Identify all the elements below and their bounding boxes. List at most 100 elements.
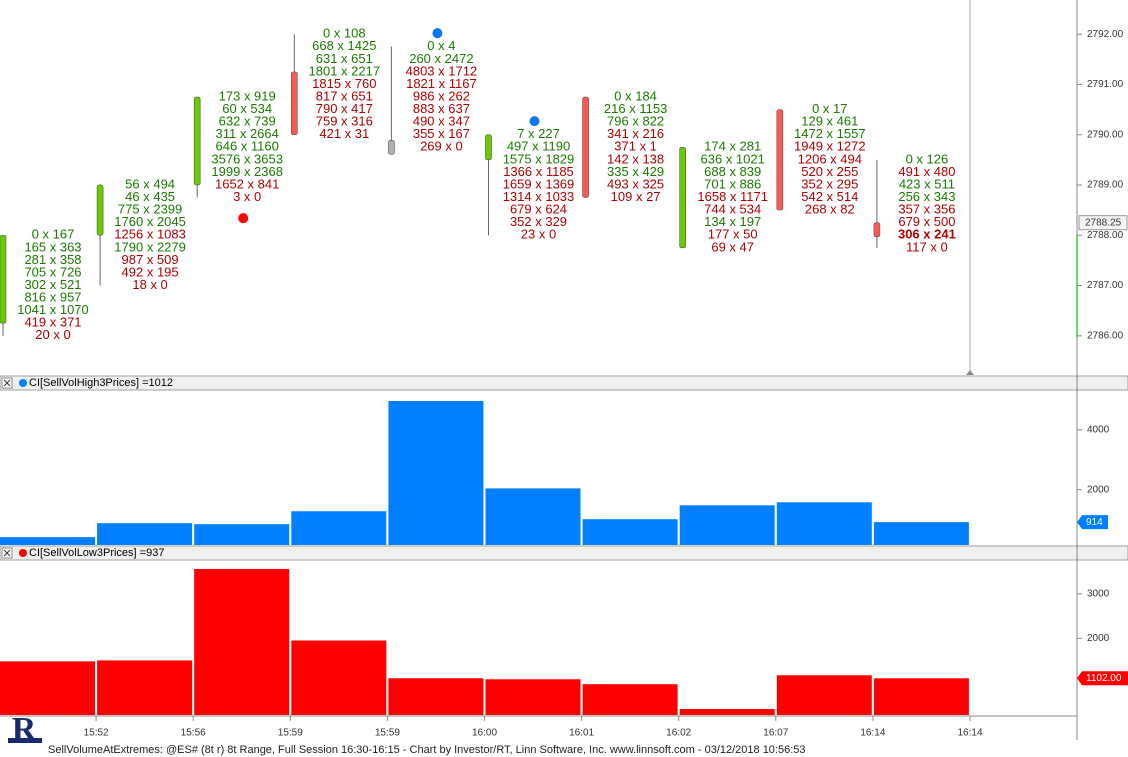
bid-ask-row: 0 x 184 [614,88,657,103]
bid-ask-row: 3 x 0 [233,189,261,204]
bid-ask-row: 355 x 167 [413,126,470,141]
bid-ask-row: 492 x 195 [122,264,179,279]
bid-ask-row: 668 x 1425 [312,38,376,53]
bid-ask-row: 109 x 27 [611,189,661,204]
candle-body [0,234,7,324]
bid-ask-row: 1821 x 1167 [406,76,477,91]
bid-ask-row: 1801 x 2217 [309,63,381,78]
bid-ask-row: 1366 x 1185 [503,164,574,179]
x-tick-label: 15:59 [278,728,303,739]
bid-ask-row: 775 x 2399 [118,202,182,217]
bar [194,524,290,545]
bid-ask-row: 817 x 651 [316,88,373,103]
bid-ask-row: 18 x 0 [132,277,167,292]
last-value-label: 914 [1086,517,1103,528]
bid-ask-row: 632 x 739 [219,114,276,129]
bar [776,502,872,545]
bid-ask-row: 352 x 295 [801,176,858,191]
bar [485,488,581,545]
bar [485,679,581,715]
signal-dot [238,213,249,224]
x-tick-label: 16:14 [957,728,982,739]
bid-ask-row: 302 x 521 [24,277,81,292]
bar [0,537,95,545]
bid-ask-row: 796 x 822 [607,114,664,129]
x-tick-label: 16:01 [569,728,594,739]
bid-ask-row: 165 x 363 [24,239,81,254]
close-button[interactable] [1,377,13,389]
x-tick-label: 16:00 [472,728,497,739]
y-tick-label: 2786.00 [1087,330,1124,341]
bar [291,511,387,545]
bid-ask-row: 0 x 4 [427,38,455,53]
bid-ask-row: 759 x 316 [316,114,373,129]
candle-body [485,134,492,161]
bar [388,678,484,715]
bid-ask-row: 357 x 356 [898,202,955,217]
bid-ask-row: 705 x 726 [24,264,81,279]
panel-header [0,375,1128,391]
bid-ask-row: 421 x 31 [319,126,369,141]
last-price-label: 2788.25 [1085,217,1122,228]
bid-ask-row: 1999 x 2368 [211,164,283,179]
y-tick-label: 2787.00 [1087,280,1124,291]
legend-dot [19,549,27,557]
bid-ask-row: 986 x 262 [413,88,470,103]
bid-ask-row: 281 x 358 [24,252,81,267]
y-tick-label: 2000 [1087,484,1110,495]
bid-ask-row: 0 x 167 [32,227,75,242]
logo: R [8,711,42,748]
bid-ask-row: 542 x 514 [801,189,858,204]
candle-body [290,71,298,136]
bid-ask-row: 7 x 227 [517,126,560,141]
candle-body [679,146,687,249]
bid-ask-row: 117 x 0 [906,239,948,254]
bar [0,661,95,715]
bid-ask-row: 646 x 1160 [216,139,279,154]
bar [873,678,969,715]
bar [679,505,775,545]
bar [582,684,678,715]
candle-body [388,139,395,155]
bar [873,522,969,545]
footer: SellVolumeAtExtremes: @ES# (8t r) 8t Ran… [48,744,806,756]
last-price-box [1078,215,1128,231]
bid-ask-row: 419 x 371 [24,315,81,330]
bar [291,640,387,715]
x-tick-label: 16:07 [763,728,788,739]
bid-ask-row: 423 x 511 [899,176,955,191]
y-tick-label: 2791.00 [1087,79,1124,90]
bid-ask-row: 1314 x 1033 [503,189,575,204]
legend-dot [19,379,27,387]
bar [776,675,872,715]
bid-ask-row: 0 x 126 [906,151,949,166]
bid-ask-row: 23 x 0 [521,227,556,242]
bid-ask-row: 493 x 325 [607,176,664,191]
bid-ask-row: 520 x 255 [801,164,858,179]
panel-title: CI[SellVolHigh3Prices] =1012 [29,377,173,389]
bid-ask-row: 1815 x 760 [312,76,376,91]
close-button[interactable] [1,547,13,559]
bid-ask-row: 1760 x 2045 [114,214,186,229]
y-tick-label: 2000 [1087,633,1110,644]
last-value-tag [1077,671,1128,686]
bid-ask-row: 177 x 50 [708,227,758,242]
last-value-tag [1077,515,1108,530]
y-tick-label: 2788.00 [1087,230,1124,241]
y-tick-label: 2789.00 [1087,180,1124,191]
y-tick-label: 2790.00 [1087,129,1124,140]
candle-body [776,109,784,211]
bid-ask-row: 1256 x 1083 [114,227,186,242]
y-tick-label: 3000 [1087,588,1110,599]
bid-ask-row: 3576 x 3653 [211,151,283,166]
bid-ask-row: 0 x 17 [812,101,847,116]
bar [388,400,484,545]
bid-ask-row: 497 x 1190 [507,139,570,154]
bid-ask-row: 490 x 347 [413,114,470,129]
bid-ask-row: 306 x 241 [898,227,956,242]
bid-ask-row: 631 x 651 [316,51,373,66]
bid-ask-row: 341 x 216 [607,126,664,141]
bid-ask-row: 1659 x 1369 [503,176,575,191]
x-tick-label: 16:14 [860,728,885,739]
bar [582,519,678,545]
